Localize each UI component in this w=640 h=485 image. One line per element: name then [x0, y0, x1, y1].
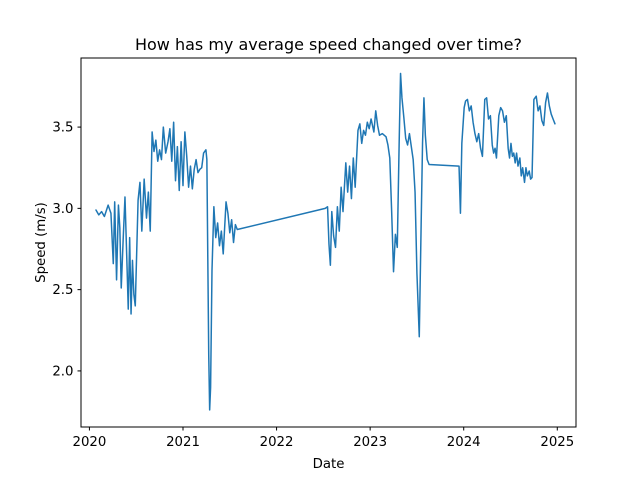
chart-title: How has my average speed changed over ti… [135, 35, 522, 54]
x-axis-tick-label: 2022 [260, 435, 294, 450]
y-axis-tick-label: 3.5 [52, 121, 73, 136]
x-axis-tick-label: 2021 [166, 435, 200, 450]
plot-area: 2020 2021 2022 2023 2024 2025 2.0 2.5 3.0 3.5 [52, 72, 574, 450]
plot-border [80, 57, 577, 428]
x-axis-tick-label: 2025 [540, 435, 574, 450]
x-axis-label: Date [313, 457, 345, 472]
y-axis-tick-label: 2.5 [52, 283, 73, 298]
y-axis-label: Speed (m/s) [34, 202, 49, 283]
y-axis-tick-label: 2.0 [52, 364, 73, 379]
speed-line [95, 72, 556, 411]
x-axis-tick-label: 2024 [447, 435, 481, 450]
x-axis-tick-label: 2020 [72, 435, 106, 450]
x-axis-tick-label: 2023 [353, 435, 387, 450]
y-axis-tick-label: 3.0 [52, 202, 73, 217]
